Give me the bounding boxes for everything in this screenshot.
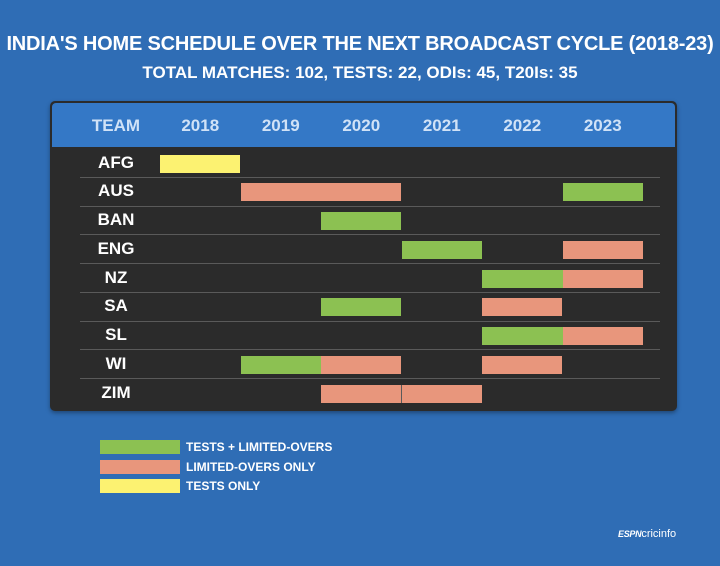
legend-swatch-tests-only bbox=[100, 479, 180, 493]
schedule-bar-afg-2018 bbox=[160, 154, 240, 173]
header-year-2023: 2023 bbox=[583, 116, 622, 135]
schedule-bar-sa-2022 bbox=[482, 298, 562, 317]
team-label-sl: SL bbox=[105, 325, 127, 344]
schedule-bar-nz-2022 bbox=[482, 269, 563, 288]
team-label-nz: NZ bbox=[104, 267, 128, 287]
espncricinfo-logo: ESPNcricinfo bbox=[618, 528, 677, 540]
schedule-bar-aus-2020 bbox=[321, 183, 401, 202]
row-divider bbox=[80, 263, 660, 265]
schedule-bar-eng-2023 bbox=[562, 240, 643, 259]
schedule-bar-zim-2021 bbox=[401, 384, 482, 403]
schedule-bar-sa-2020 bbox=[321, 298, 401, 317]
schedule-bar-sl-2022 bbox=[482, 327, 563, 345]
schedule-bar-sl-2023 bbox=[562, 327, 643, 345]
header-bar bbox=[52, 103, 675, 147]
team-label-aus: AUS bbox=[98, 181, 134, 201]
chart-title: INDIA'S HOME SCHEDULE OVER THE NEXT BROA… bbox=[6, 33, 714, 55]
header-year-2018: 2018 bbox=[181, 116, 220, 135]
schedule-bar-zim-2020 bbox=[321, 384, 401, 403]
row-divider bbox=[80, 291, 660, 293]
row-divider bbox=[80, 234, 660, 236]
schedule-bar-wi-2022 bbox=[482, 355, 562, 374]
row-divider bbox=[80, 320, 660, 322]
team-label-eng: ENG bbox=[97, 238, 135, 258]
schedule-bar-aus-2019 bbox=[240, 183, 321, 202]
team-label-ban: BAN bbox=[97, 210, 135, 229]
schedule-bar-nz-2023 bbox=[562, 269, 643, 288]
schedule-bar-ban-2020 bbox=[321, 212, 401, 230]
schedule-bar-aus-2023 bbox=[562, 183, 643, 202]
team-label-sa: SA bbox=[104, 296, 128, 316]
header-year-2020: 2020 bbox=[342, 116, 381, 135]
legend-label-tests-limited: TESTS + LIMITED-OVERS bbox=[186, 440, 333, 454]
header-year-2022: 2022 bbox=[503, 116, 542, 135]
chart-subtitle: TOTAL MATCHES: 102, TESTS: 22, ODIs: 45,… bbox=[142, 63, 578, 82]
row-divider bbox=[80, 349, 660, 351]
team-label-wi: WI bbox=[105, 353, 127, 373]
legend-swatch-limited-only bbox=[100, 459, 180, 474]
legend-label-limited-only: LIMITED-OVERS ONLY bbox=[186, 459, 316, 474]
team-label-afg: AFG bbox=[98, 152, 134, 172]
header-year-2021: 2021 bbox=[422, 116, 461, 135]
header-team: TEAM bbox=[91, 116, 141, 135]
schedule-bar-wi-2020 bbox=[321, 355, 401, 374]
legend-label-tests-only: TESTS ONLY bbox=[186, 479, 261, 493]
legend-swatch-tests-limited bbox=[100, 440, 180, 454]
team-label-zim: ZIM bbox=[101, 382, 131, 402]
row-divider bbox=[80, 205, 660, 207]
row-divider bbox=[80, 378, 660, 380]
schedule-bar-eng-2021 bbox=[401, 240, 482, 259]
header-year-2019: 2019 bbox=[261, 116, 300, 135]
row-divider bbox=[80, 176, 660, 178]
schedule-bar-wi-2019 bbox=[240, 355, 321, 374]
